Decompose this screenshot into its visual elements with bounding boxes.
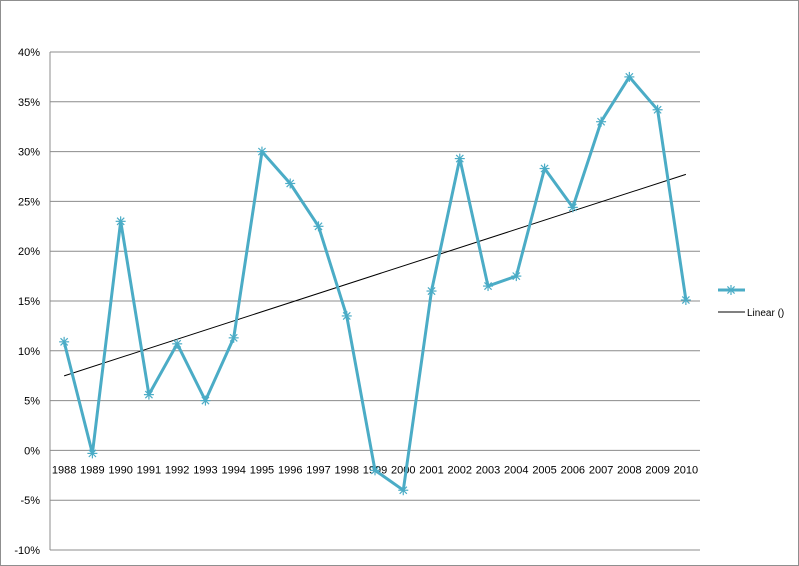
x-tick-label: 1998 [334, 464, 358, 476]
data-point [341, 310, 352, 321]
y-tick-label: 0% [24, 445, 40, 457]
x-tick-label: 2009 [645, 464, 669, 476]
x-tick-label: 2002 [448, 464, 472, 476]
data-point [652, 104, 663, 115]
y-tick-label: 25% [18, 196, 40, 208]
series [59, 71, 691, 496]
x-tick-label: 2001 [419, 464, 443, 476]
trendline-line [63, 173, 687, 377]
x-tick-label: 2000 [391, 464, 415, 476]
x-tick-label: 2010 [674, 464, 698, 476]
data-point [59, 336, 70, 347]
x-tick-label: 1997 [306, 464, 330, 476]
x-tick-label: 1993 [193, 464, 217, 476]
data-point [87, 448, 98, 459]
data-point [370, 465, 380, 476]
x-tick-label: 2008 [617, 464, 641, 476]
data-point [285, 178, 296, 189]
data-point [624, 71, 635, 82]
data-point [454, 153, 465, 164]
gridlines [50, 51, 700, 551]
x-tick-label: 2007 [589, 464, 613, 476]
data-point [426, 286, 437, 297]
y-tick-label: -5% [20, 495, 40, 507]
legend: Linear () [718, 285, 784, 319]
x-tick-label: 1989 [80, 464, 104, 476]
x-tick-label: 2005 [532, 464, 556, 476]
trendline [63, 173, 687, 377]
data-point [398, 485, 409, 496]
legend-trendline-label: Linear () [747, 308, 784, 319]
x-tick-label: 2003 [476, 464, 500, 476]
y-tick-label: -10% [14, 545, 40, 557]
y-tick-label: 40% [18, 47, 40, 59]
data-point [172, 338, 183, 349]
y-tick-label: 20% [18, 246, 40, 258]
x-tick-label: 1990 [108, 464, 132, 476]
y-tick-label: 5% [24, 396, 40, 408]
data-point [567, 202, 578, 213]
x-tick-label: 2004 [504, 464, 528, 476]
data-point [511, 271, 522, 282]
y-tick-label: 35% [18, 97, 40, 109]
x-axis: 1988 1989 1990 1991 1992 1993 1994 1995 1996 1997… [52, 464, 698, 476]
data-point [143, 389, 154, 400]
y-tick-label: 10% [18, 346, 40, 358]
legend-series-marker [726, 285, 736, 295]
data-point [483, 281, 494, 292]
y-tick-label: 30% [18, 147, 40, 159]
series-line [62, 75, 688, 492]
x-tick-label: 1992 [165, 464, 189, 476]
x-tick-label: 1996 [278, 464, 302, 476]
y-axis: 40% 35% 30% 25% 20% 15% 10% 5% 0% -5% -10% [14, 47, 51, 557]
data-point [313, 221, 324, 232]
data-point [256, 146, 267, 157]
x-tick-label: 2006 [561, 464, 585, 476]
legend-star-marker [726, 285, 736, 295]
data-point [228, 332, 239, 343]
data-point [115, 216, 126, 227]
data-point [680, 295, 691, 306]
x-tick-label: 1995 [250, 464, 274, 476]
data-point [539, 163, 550, 174]
data-point [596, 116, 607, 127]
x-tick-label: 1988 [52, 464, 76, 476]
x-tick-label: 1991 [137, 464, 161, 476]
data-point [200, 395, 211, 406]
x-tick-label: 1994 [221, 464, 245, 476]
y-tick-label: 15% [18, 296, 40, 308]
